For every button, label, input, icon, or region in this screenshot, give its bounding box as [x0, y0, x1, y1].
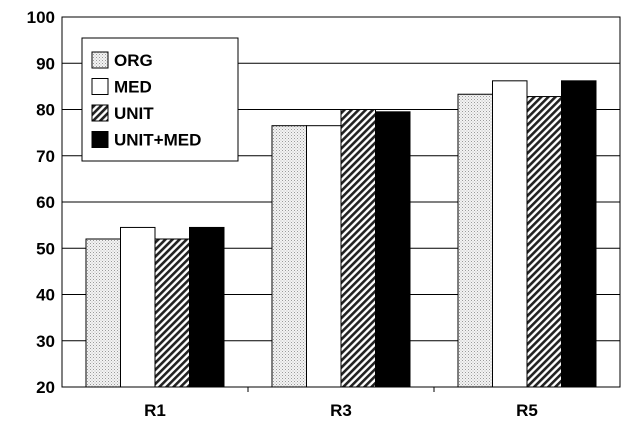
y-tick-label: 70	[36, 147, 55, 166]
legend-label: MED	[114, 78, 152, 97]
y-tick-label: 90	[36, 54, 55, 73]
bar-unit-med-r5	[561, 80, 597, 388]
bar-med-r1	[120, 226, 156, 388]
y-tick-label: 30	[36, 332, 55, 351]
bar-unit-med-r3	[375, 111, 411, 388]
plot-frame	[61, 16, 621, 388]
legend-label: ORG	[114, 51, 153, 70]
legend-swatch-unit	[91, 104, 109, 122]
bar-org-r1	[85, 238, 121, 388]
bar-unit-r1	[154, 238, 190, 388]
x-tick-label: R3	[330, 401, 352, 420]
bar-org-r5	[457, 93, 493, 388]
x-tick-label: R1	[144, 401, 166, 420]
y-tick-label: 80	[36, 101, 55, 120]
y-tick-label: 100	[27, 8, 55, 27]
y-tick-label: 50	[36, 239, 55, 258]
bar-org-r3	[271, 125, 307, 388]
bar-med-r5	[492, 80, 528, 388]
bar-unit-med-r1	[189, 226, 225, 388]
legend-label: UNIT+MED	[114, 131, 201, 150]
legend-label: UNIT	[114, 104, 154, 123]
bar-unit-r3	[340, 109, 376, 388]
legend-swatch-med	[91, 78, 109, 95]
x-tick-label: R5	[516, 401, 538, 420]
y-tick-label: 20	[36, 378, 55, 397]
bar-unit-r5	[526, 96, 562, 388]
legend-swatch-unit-med	[91, 131, 109, 148]
legend-swatch-org	[91, 51, 109, 69]
y-tick-label: 40	[36, 286, 55, 305]
y-tick-label: 60	[36, 193, 55, 212]
bar-med-r3	[306, 125, 342, 388]
